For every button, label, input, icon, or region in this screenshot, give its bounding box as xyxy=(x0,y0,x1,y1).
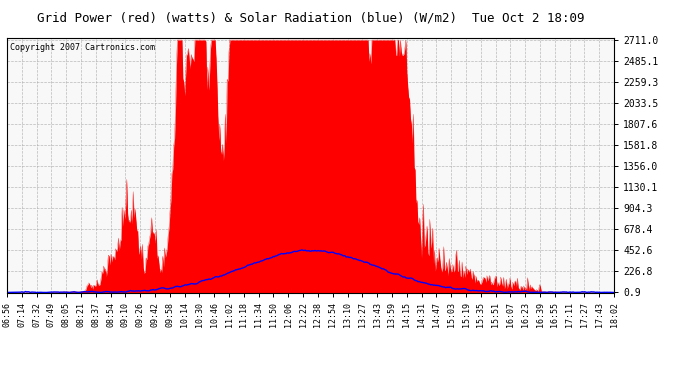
Text: Grid Power (red) (watts) & Solar Radiation (blue) (W/m2)  Tue Oct 2 18:09: Grid Power (red) (watts) & Solar Radiati… xyxy=(37,11,584,24)
Text: Copyright 2007 Cartronics.com: Copyright 2007 Cartronics.com xyxy=(10,43,155,52)
